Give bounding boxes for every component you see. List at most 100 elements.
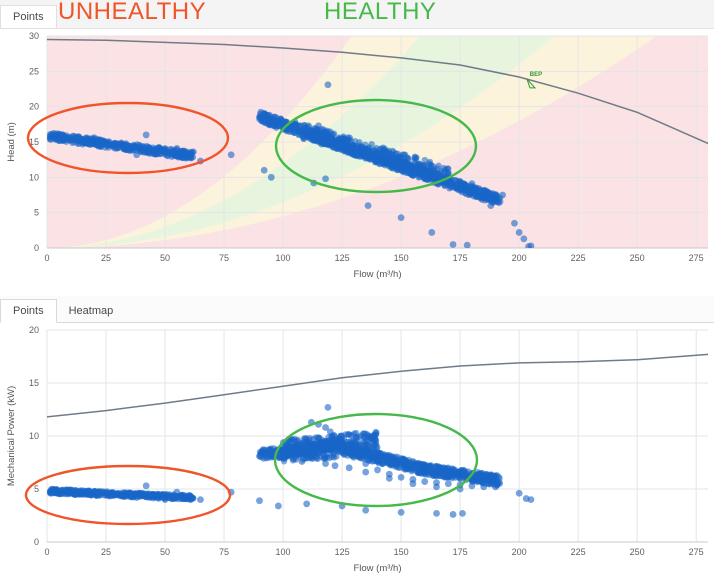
data-point — [363, 449, 371, 457]
power-flow-chart: 0 25 50 75 100 125 150 175 200 225 250 275 0 5 10 15 20 F… — [6, 325, 709, 574]
x-tick-label: 75 — [219, 547, 229, 557]
x-tick-label: 175 — [453, 253, 468, 263]
data-points — [47, 81, 535, 248]
data-point — [370, 156, 377, 163]
data-point — [188, 495, 195, 503]
data-point — [515, 229, 523, 236]
data-point — [495, 196, 502, 203]
data-point — [348, 431, 356, 439]
data-point — [384, 458, 391, 466]
data-point — [397, 473, 405, 481]
data-point — [86, 141, 94, 148]
data-point — [324, 141, 331, 148]
data-point — [433, 483, 440, 491]
data-point — [316, 434, 323, 442]
data-point — [305, 132, 313, 140]
data-point — [421, 156, 428, 164]
data-point — [313, 132, 321, 139]
data-point — [423, 462, 430, 469]
data-point — [447, 184, 455, 191]
data-point — [337, 432, 345, 440]
top-tab-bar: Points — [0, 0, 714, 29]
x-axis-title: Flow (m³/h) — [353, 269, 401, 280]
x-tick-label: 0 — [44, 253, 49, 263]
data-point — [331, 462, 339, 470]
data-point — [301, 455, 308, 462]
tab-heatmap[interactable]: Heatmap — [68, 305, 114, 317]
data-point — [53, 489, 60, 496]
data-point — [397, 157, 405, 164]
data-point — [325, 433, 332, 441]
y-tick-label: 20 — [29, 102, 39, 112]
y-axis-title: Head (m) — [6, 122, 17, 162]
unhealthy-ellipse — [26, 101, 230, 175]
x-tick-label: 250 — [630, 547, 645, 557]
x-axis-title: Flow (m³/h) — [353, 563, 401, 574]
healthy-label: HEALTHY — [324, 0, 437, 25]
data-point — [260, 166, 268, 174]
data-point — [336, 135, 343, 142]
data-point — [130, 141, 137, 149]
x-tick-label: 75 — [219, 253, 229, 263]
x-tick-label: 225 — [571, 547, 586, 557]
data-point — [511, 219, 518, 227]
data-point — [360, 438, 368, 445]
data-point — [319, 439, 326, 446]
data-point — [477, 188, 484, 195]
data-point — [333, 447, 341, 455]
data-point — [177, 149, 185, 156]
data-point — [397, 508, 405, 516]
data-point — [301, 435, 309, 442]
data-point — [356, 451, 364, 459]
tab-points-bottom[interactable]: Points — [0, 299, 57, 323]
data-point — [356, 142, 363, 149]
data-point — [439, 467, 447, 475]
data-point — [145, 144, 153, 151]
data-point — [379, 460, 386, 468]
data-point — [291, 123, 298, 131]
y-tick-label: 10 — [29, 172, 39, 182]
data-point — [417, 465, 425, 472]
data-point — [449, 511, 457, 518]
data-point — [154, 490, 161, 498]
data-point — [325, 440, 333, 447]
data-point — [303, 500, 311, 508]
data-point — [180, 493, 187, 500]
data-point — [304, 449, 312, 457]
data-point — [322, 460, 329, 467]
data-point — [133, 490, 141, 498]
data-point — [397, 214, 405, 222]
data-point — [330, 130, 338, 137]
data-point — [347, 144, 354, 152]
data-point — [47, 490, 54, 497]
data-point — [362, 468, 370, 476]
data-point — [446, 468, 453, 476]
data-point — [59, 131, 67, 139]
data-point — [438, 472, 445, 480]
data-point — [79, 137, 87, 145]
data-point — [286, 443, 293, 451]
data-point — [102, 144, 109, 151]
grid — [46, 329, 708, 543]
x-tick-label: 250 — [630, 253, 645, 263]
data-point — [449, 241, 457, 248]
x-tick-label: 200 — [512, 253, 527, 263]
data-point — [354, 149, 361, 156]
data-point — [112, 490, 119, 498]
data-point — [385, 475, 393, 482]
data-point — [227, 151, 235, 159]
data-point — [291, 129, 298, 137]
data-point — [371, 435, 379, 443]
x-tick-label: 125 — [335, 547, 350, 557]
data-point — [390, 456, 397, 464]
data-point — [306, 439, 313, 447]
data-point — [294, 445, 301, 452]
data-point — [369, 446, 377, 454]
data-point — [373, 144, 380, 152]
data-point — [127, 490, 135, 497]
data-point — [78, 491, 85, 498]
tab-points-top[interactable]: Points — [0, 5, 57, 29]
y-tick-label: 15 — [29, 137, 39, 147]
data-point — [149, 492, 157, 499]
data-point — [142, 131, 150, 139]
